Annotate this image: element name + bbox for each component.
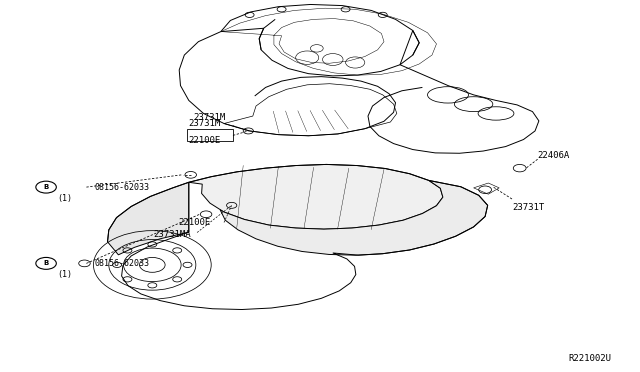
Text: 23731MA: 23731MA [154,230,191,239]
Text: 08156-62033: 08156-62033 [95,259,150,268]
Polygon shape [108,182,189,255]
Text: (1): (1) [58,270,72,279]
Text: 23731T: 23731T [512,203,544,212]
Text: 22100E: 22100E [189,136,221,145]
Text: 08156-62033: 08156-62033 [95,183,150,192]
Bar [187,129,233,141]
Text: 23731M: 23731M [193,113,225,122]
Text: B: B [44,260,49,266]
Text: (1): (1) [58,194,72,203]
Text: B: B [44,184,49,190]
Text: 23731M: 23731M [189,119,221,128]
Text: 22100E: 22100E [178,218,210,227]
Polygon shape [189,164,443,229]
Polygon shape [220,180,488,255]
Text: 22406A: 22406A [538,151,570,160]
Text: R221002U: R221002U [568,354,611,363]
